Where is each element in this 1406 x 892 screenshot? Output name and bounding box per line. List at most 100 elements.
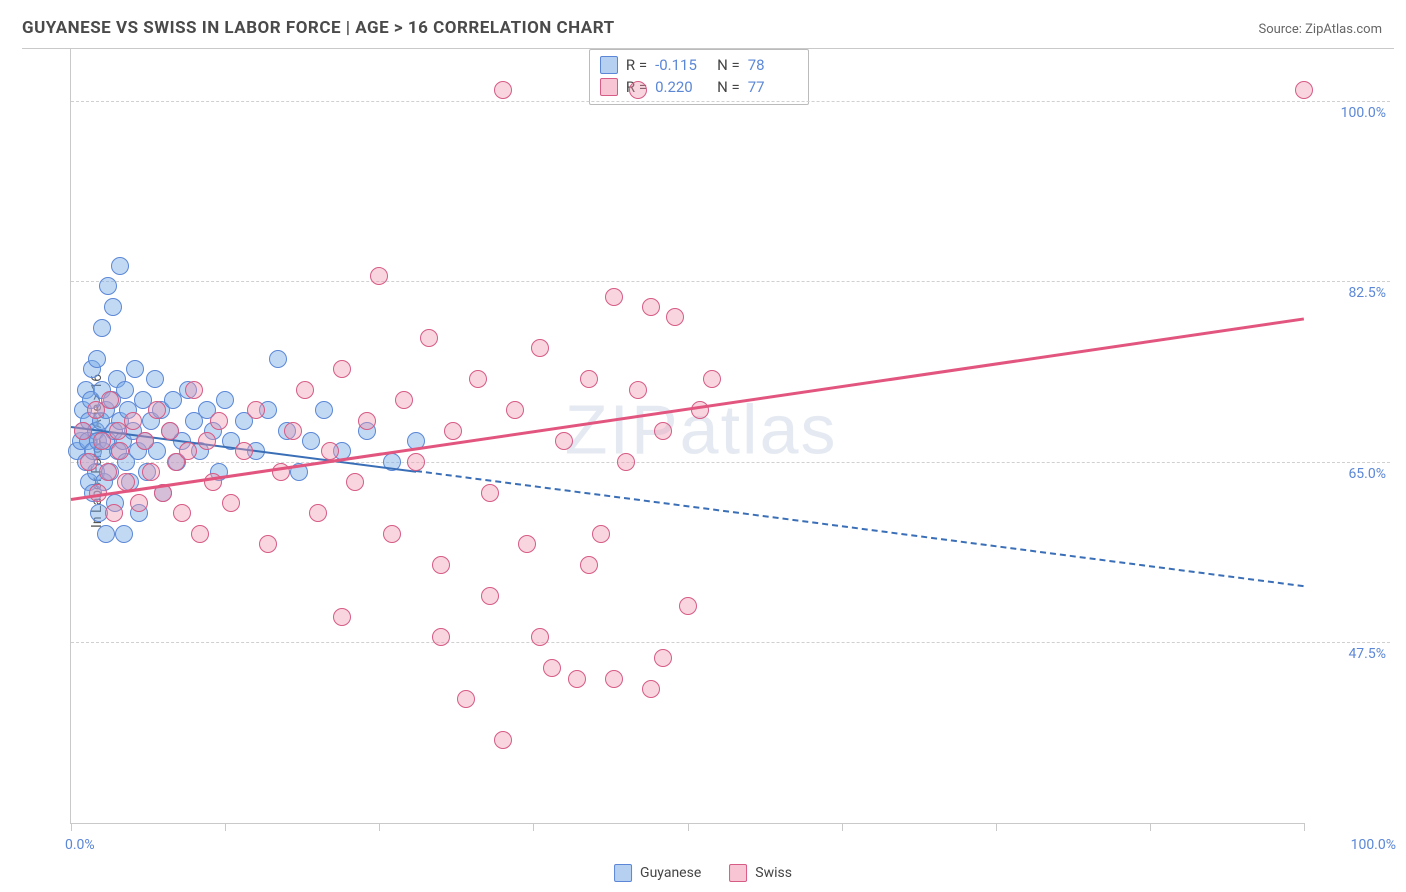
guyanese-point (99, 277, 117, 295)
swiss-point (642, 680, 660, 698)
x-tick (842, 823, 843, 831)
y-tick-label: 82.5% (1348, 285, 1386, 301)
guyanese-point (93, 319, 111, 337)
swiss-point (568, 670, 586, 688)
swiss-point (105, 504, 123, 522)
chart-title: GUYANESE VS SWISS IN LABOR FORCE | AGE >… (22, 18, 615, 38)
y-tick-label: 65.0% (1348, 466, 1386, 482)
swiss-point (99, 463, 117, 481)
guyanese-point (111, 257, 129, 275)
gridline (71, 462, 1390, 463)
swiss-point (679, 597, 697, 615)
swiss-point (543, 659, 561, 677)
swiss-point (654, 649, 672, 667)
n-label: N = (717, 56, 740, 74)
swiss-point (284, 422, 302, 440)
n-value: 78 (748, 56, 796, 74)
swiss-point (235, 442, 253, 460)
swiss-point (457, 690, 475, 708)
x-tick (379, 823, 380, 831)
swiss-point (142, 463, 160, 481)
swiss-point (179, 442, 197, 460)
guyanese-point (97, 525, 115, 543)
x-tick (1150, 823, 1151, 831)
swiss-point (358, 412, 376, 430)
swiss-point (124, 412, 142, 430)
swiss-point (259, 535, 277, 553)
x-min-label: 0.0% (65, 837, 95, 853)
swiss-point (481, 484, 499, 502)
swiss-point (605, 670, 623, 688)
swiss-point (506, 401, 524, 419)
swiss-point (642, 298, 660, 316)
n-label: N = (717, 78, 740, 96)
swiss-point (370, 267, 388, 285)
swiss-point (420, 329, 438, 347)
n-value: 77 (748, 78, 796, 96)
legend-swatch (729, 864, 747, 882)
swiss-point (432, 556, 450, 574)
swiss-point (1295, 81, 1313, 99)
stats-box: R = -0.115 N = 78R = 0.220 N = 77 (589, 49, 809, 105)
x-max-label: 100.0% (1351, 837, 1396, 853)
y-tick-label: 100.0% (1341, 105, 1386, 121)
r-value: 0.220 (655, 78, 703, 96)
guyanese-point (116, 381, 134, 399)
swiss-point (222, 494, 240, 512)
legend-label: Swiss (755, 865, 792, 881)
swiss-point (494, 731, 512, 749)
x-tick (225, 823, 226, 831)
swiss-point (296, 381, 314, 399)
swiss-point (333, 608, 351, 626)
x-tick (996, 823, 997, 831)
swiss-point (531, 628, 549, 646)
x-tick (1304, 823, 1305, 831)
swiss-point (629, 81, 647, 99)
plot-area: ZIPatlas R =-0.115N =78R =0.220N =77 0.0… (70, 49, 1304, 824)
swiss-point (494, 81, 512, 99)
swiss-point (198, 432, 216, 450)
guyanese-point (315, 401, 333, 419)
swiss-point (629, 381, 647, 399)
legend-label: Guyanese (640, 865, 701, 881)
swiss-point (161, 422, 179, 440)
gridline (71, 642, 1390, 643)
swiss-point (518, 535, 536, 553)
guyanese-point (104, 298, 122, 316)
gridline (71, 101, 1390, 102)
swiss-point (605, 288, 623, 306)
chart-container: In Labor Force | Age > 16 ZIPatlas R =-0… (22, 48, 1394, 852)
swiss-point (136, 432, 154, 450)
swiss-point (383, 525, 401, 543)
guyanese-point (146, 370, 164, 388)
swiss-point (580, 556, 598, 574)
swiss-point (173, 504, 191, 522)
x-tick (71, 823, 72, 831)
guyanese-trendline (416, 470, 1304, 587)
swiss-point (469, 370, 487, 388)
source-credit: Source: ZipAtlas.com (1258, 22, 1382, 37)
swiss-point (346, 473, 364, 491)
bottom-legend: Guyanese Swiss (614, 864, 792, 882)
r-label: R = (626, 56, 647, 74)
r-value: -0.115 (655, 56, 703, 74)
swiss-point (309, 504, 327, 522)
swiss-point (111, 442, 129, 460)
swiss-point (617, 453, 635, 471)
swiss-point (130, 494, 148, 512)
swiss-point (654, 422, 672, 440)
swiss-point (703, 370, 721, 388)
swiss-point (592, 525, 610, 543)
legend-item: Guyanese (614, 864, 701, 882)
swiss-point (481, 587, 499, 605)
guyanese-point (115, 525, 133, 543)
stats-row: R = -0.115 N = 78 (600, 54, 796, 76)
swiss-point (74, 422, 92, 440)
legend-item: Swiss (729, 864, 792, 882)
swiss-point (666, 308, 684, 326)
swiss-point (555, 432, 573, 450)
swiss-point (321, 442, 339, 460)
gridline (71, 281, 1390, 282)
swiss-point (407, 453, 425, 471)
swiss-point (80, 453, 98, 471)
